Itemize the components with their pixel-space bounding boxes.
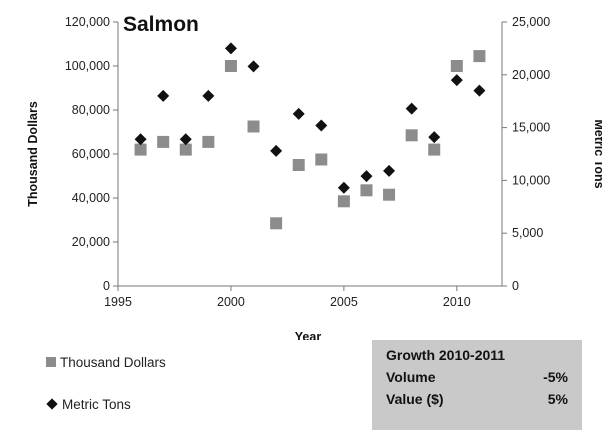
metric-tons-point xyxy=(202,89,215,102)
dollars-point xyxy=(247,120,260,133)
x-tick-label: 2000 xyxy=(217,295,245,309)
square-marker-icon xyxy=(46,357,56,367)
y-tick-label: 100,000 xyxy=(65,59,110,73)
dollars-point xyxy=(134,143,147,156)
y2-axis-title: Metric Tons xyxy=(592,119,602,188)
x-tick-label: 2005 xyxy=(330,295,358,309)
y-tick-label: 80,000 xyxy=(72,103,110,117)
metric-tons-point xyxy=(179,133,192,146)
metric-tons-point xyxy=(270,144,283,157)
y-tick-label: 0 xyxy=(103,279,110,293)
legend-item-metric-tons: Metric Tons xyxy=(46,394,166,414)
dollars-point xyxy=(315,153,328,166)
legend-label: Thousand Dollars xyxy=(60,354,166,370)
legend-label: Metric Tons xyxy=(62,396,131,412)
dollars-point xyxy=(202,135,215,148)
dollars-point xyxy=(292,159,305,171)
y2-tick-label: 25,000 xyxy=(512,15,550,29)
dollars-point xyxy=(428,143,441,156)
metric-tons-point xyxy=(337,181,350,194)
metric-tons-point xyxy=(405,102,418,115)
growth-label: Value ($) xyxy=(386,391,444,407)
salmon-chart: Salmon 0 20,000 40,000 60,000 80,000 100,000 1… xyxy=(26,13,602,340)
metric-tons-point xyxy=(360,170,373,183)
x-tick-label: 1995 xyxy=(104,295,132,309)
y-axis-title: Thousand Dollars xyxy=(26,101,40,207)
metric-tons-point xyxy=(134,133,147,146)
metric-tons-point xyxy=(157,89,170,102)
dollars-point xyxy=(224,60,237,72)
chart-title: Salmon xyxy=(123,13,199,36)
dollars-point xyxy=(383,188,396,201)
metric-tons-point xyxy=(292,107,305,120)
dollars-point xyxy=(270,217,283,230)
dollars-point xyxy=(179,143,192,156)
growth-row-value: Value ($) 5% xyxy=(386,391,568,413)
metric-tons-point xyxy=(383,164,396,177)
y2-tick-label: 15,000 xyxy=(512,121,550,135)
diamond-marker-icon xyxy=(46,398,58,410)
dollars-point xyxy=(405,129,418,142)
x-axis-title: Year xyxy=(295,330,322,340)
x-tick-label: 2010 xyxy=(443,295,471,309)
metric-tons-point xyxy=(428,131,441,144)
y-tick-label: 60,000 xyxy=(72,147,110,161)
y2-tick-label: 10,000 xyxy=(512,173,550,187)
chart-axes: 0 20,000 40,000 60,000 80,000 100,000 120,000 0… xyxy=(65,15,550,309)
y2-tick-label: 20,000 xyxy=(512,68,550,82)
chart-marks xyxy=(134,42,486,230)
growth-label: Volume xyxy=(386,369,436,385)
y-tick-label: 120,000 xyxy=(65,15,110,29)
y2-tick-label: 0 xyxy=(512,279,519,293)
dollars-point xyxy=(473,50,486,63)
growth-value: 5% xyxy=(547,391,568,407)
growth-row-volume: Volume -5% xyxy=(386,369,568,391)
metric-tons-point xyxy=(450,74,463,87)
chart-legend: Thousand Dollars Metric Tons xyxy=(46,352,166,436)
dollars-point xyxy=(360,184,373,197)
y-tick-label: 20,000 xyxy=(72,235,110,249)
metric-tons-point xyxy=(224,42,237,55)
metric-tons-point xyxy=(247,60,260,73)
legend-item-thousand-dollars: Thousand Dollars xyxy=(46,352,166,372)
dollars-point xyxy=(337,195,350,208)
dollars-point xyxy=(450,60,463,72)
growth-title: Growth 2010-2011 xyxy=(386,347,506,363)
y-tick-label: 40,000 xyxy=(72,191,110,205)
metric-tons-point xyxy=(315,119,328,132)
metric-tons-point xyxy=(473,84,486,97)
growth-summary-box: Growth 2010-2011 Volume -5% Value ($) 5% xyxy=(372,340,582,430)
y2-tick-label: 5,000 xyxy=(512,226,543,240)
dollars-point xyxy=(157,135,170,148)
growth-value: -5% xyxy=(543,369,568,385)
